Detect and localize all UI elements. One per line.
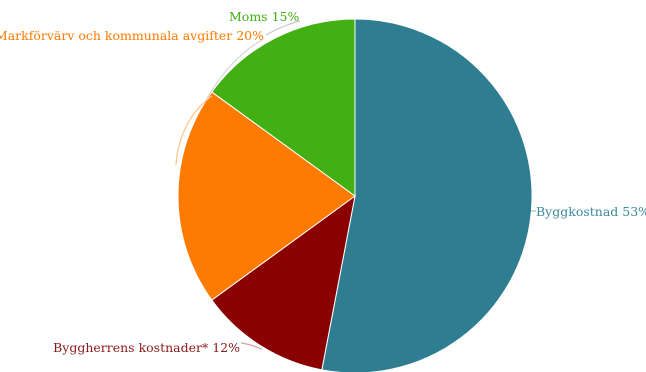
leader-lines bbox=[175, 20, 536, 350]
leader-markforvarv bbox=[175, 95, 213, 166]
slice-byggkostnad bbox=[321, 18, 533, 372]
leader-byggherrens bbox=[240, 342, 263, 350]
slice-byggherrens-kostnader bbox=[211, 194, 356, 371]
leader-moms-1 bbox=[265, 20, 301, 36]
slice-markforvarv bbox=[177, 91, 356, 301]
label-byggkostnad: Byggkostnad 53% bbox=[536, 204, 646, 219]
label-moms: Moms 15% bbox=[229, 9, 299, 24]
pie-slices bbox=[177, 18, 533, 372]
slice-moms bbox=[211, 18, 356, 197]
leader-moms-2 bbox=[205, 39, 263, 101]
label-markforvarv: Markförvärv och kommunala avgifter 20% bbox=[0, 28, 264, 43]
label-byggherrens-kostnader: Byggherrens kostnader* 12% bbox=[53, 340, 240, 355]
